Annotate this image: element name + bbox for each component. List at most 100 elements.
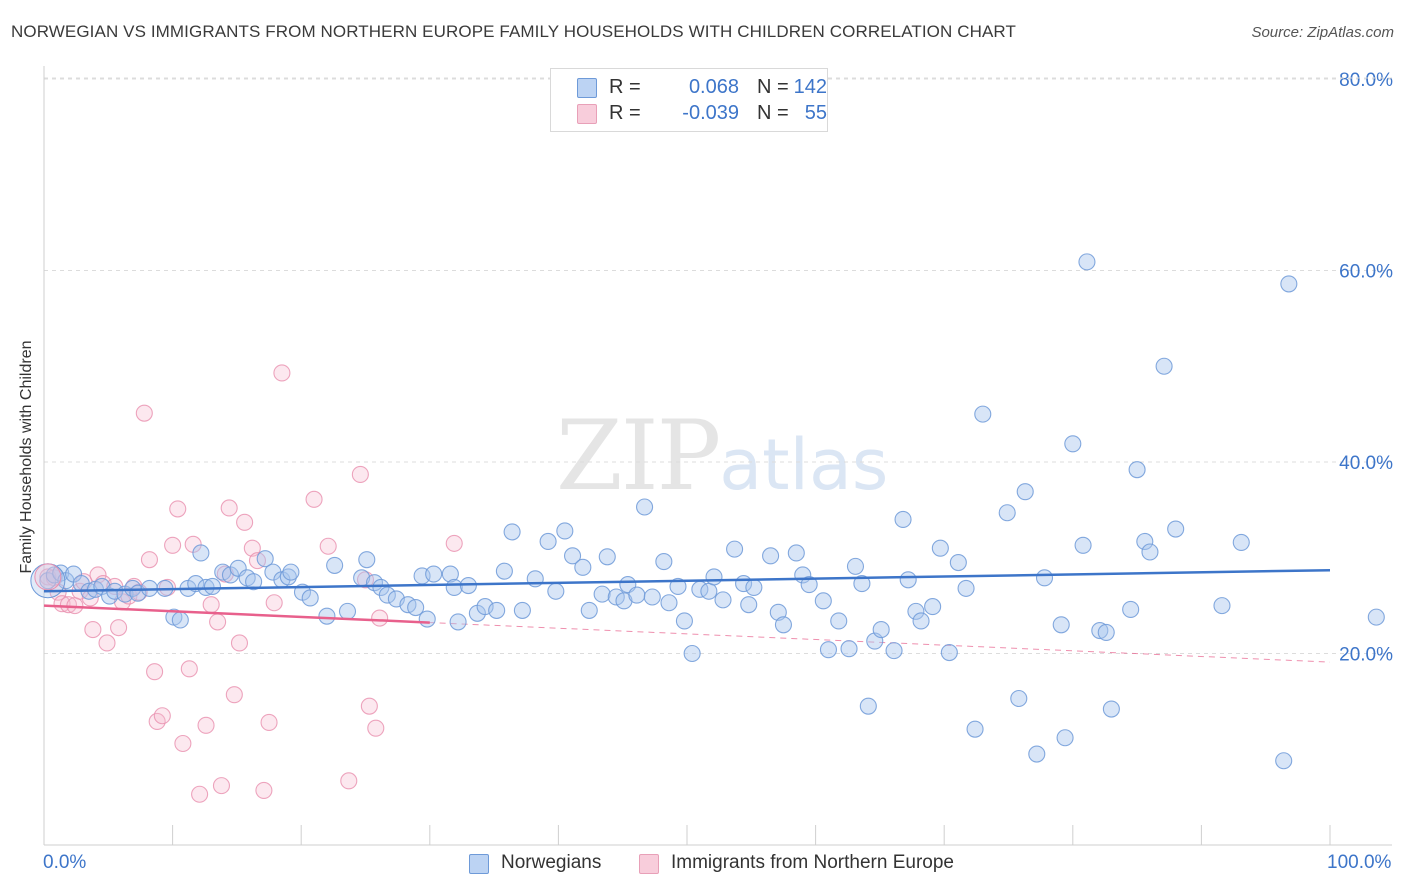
norwegians-point: [1035, 569, 1054, 587]
immigrants-cluster: [34, 563, 62, 591]
norwegians-point: [547, 582, 565, 600]
norwegians-point: [1122, 600, 1140, 619]
norwegians-point: [853, 575, 871, 593]
immigrants-point: [135, 404, 153, 422]
legend-n-value: 55: [804, 102, 827, 124]
immigrants-point: [209, 613, 227, 631]
norwegians-point: [318, 607, 336, 625]
legend-n-label: N =: [757, 76, 789, 98]
norwegians-point: [762, 547, 780, 565]
norwegians-point: [279, 568, 297, 586]
x-tick-label-max: 100.0%: [1327, 852, 1392, 873]
norwegians-point: [643, 588, 661, 606]
legend-swatch-pink: [577, 104, 597, 124]
immigrants-point: [340, 772, 358, 790]
norwegians-point: [1010, 689, 1028, 708]
norwegians-point: [1167, 520, 1185, 538]
norwegians-point: [1078, 253, 1096, 271]
norwegians-point: [1232, 533, 1250, 551]
norwegians-point: [714, 591, 732, 609]
norwegians-point: [907, 602, 925, 620]
norwegians-point: [1064, 435, 1082, 453]
legend-r-label: R =: [609, 76, 641, 98]
immigrants-point: [146, 663, 164, 681]
norwegians-point: [449, 613, 467, 631]
norwegians-point: [445, 578, 463, 596]
chart-title: NORWEGIAN VS IMMIGRANTS FROM NORTHERN EU…: [11, 22, 1016, 41]
norwegians-point: [636, 498, 654, 516]
norwegians-point: [124, 579, 142, 597]
immigrants-point: [367, 719, 385, 737]
norwegians-point: [846, 557, 865, 575]
norwegians-point: [1052, 616, 1070, 634]
norwegians-point: [628, 586, 646, 604]
norwegians-point: [675, 612, 693, 630]
watermark-atlas: atlas: [719, 424, 889, 506]
norwegians-point: [326, 556, 344, 574]
immigrants-point: [39, 568, 57, 586]
norwegians-point: [655, 553, 673, 571]
immigrants-point: [255, 781, 273, 799]
immigrants-point: [110, 619, 128, 637]
norwegians-point: [740, 596, 758, 614]
bottom-legend-swatch-blue: [469, 854, 489, 874]
bottom-legend-label: Immigrants from Northern Europe: [671, 852, 954, 873]
norwegians-point: [338, 602, 357, 620]
immigrants-point: [260, 713, 278, 731]
immigrants-point: [153, 707, 171, 725]
norwegians-point: [745, 578, 763, 596]
norwegians-point: [192, 544, 210, 562]
trend-line-immigrants: [43, 604, 430, 624]
norwegians-point: [894, 510, 912, 529]
norwegians-point: [1056, 729, 1074, 747]
immigrants-point: [236, 513, 254, 531]
immigrants-point: [351, 465, 369, 483]
immigrants-point: [212, 777, 231, 795]
legend-swatch-blue: [577, 78, 597, 98]
norwegians-point: [899, 571, 917, 589]
norwegians-point: [800, 576, 818, 594]
norwegians-point: [1367, 608, 1385, 626]
norwegians-point: [1141, 543, 1159, 561]
immigrants-point: [371, 609, 389, 627]
norwegians-point: [598, 548, 616, 566]
immigrants-point: [273, 364, 291, 382]
immigrants-point: [59, 596, 77, 614]
norwegians-point: [378, 586, 396, 604]
trend-line-norwegians: [43, 568, 1331, 593]
norwegians-point: [574, 558, 592, 576]
norwegians-point: [1155, 357, 1173, 375]
legend-n-label: N =: [757, 102, 789, 124]
norwegians-point: [830, 612, 848, 630]
immigrants-point: [140, 551, 159, 569]
norwegians-point: [974, 405, 992, 423]
norwegians-point: [840, 640, 858, 658]
source-label: Source: ZipAtlas.com: [1251, 24, 1394, 41]
y-tick-label: 20.0%: [1339, 645, 1393, 666]
immigrants-point: [305, 490, 323, 508]
immigrants-point: [360, 697, 378, 715]
norwegians-point: [563, 547, 582, 565]
immigrants-point: [225, 686, 243, 704]
norwegians-point: [1275, 752, 1293, 770]
legend-r-label: R =: [609, 102, 641, 124]
norwegians-point: [1280, 275, 1298, 293]
norwegians-point: [580, 601, 598, 619]
norwegians-point: [203, 577, 222, 596]
norwegians-point: [859, 697, 877, 715]
immigrants-point: [202, 596, 220, 614]
legend-r-value: -0.039: [682, 102, 739, 124]
norwegians-point: [607, 588, 625, 606]
norwegians-point: [488, 601, 506, 619]
norwegians-point: [171, 611, 189, 629]
norwegians-point: [495, 562, 513, 580]
immigrants-point: [98, 634, 116, 652]
norwegians-point: [1097, 623, 1115, 641]
norwegians-point: [1091, 621, 1109, 640]
norwegians-point: [885, 642, 903, 660]
norwegians-point: [556, 522, 574, 540]
norwegians-point: [513, 601, 531, 619]
norwegians-point: [998, 504, 1016, 522]
immigrants-point: [265, 594, 283, 612]
